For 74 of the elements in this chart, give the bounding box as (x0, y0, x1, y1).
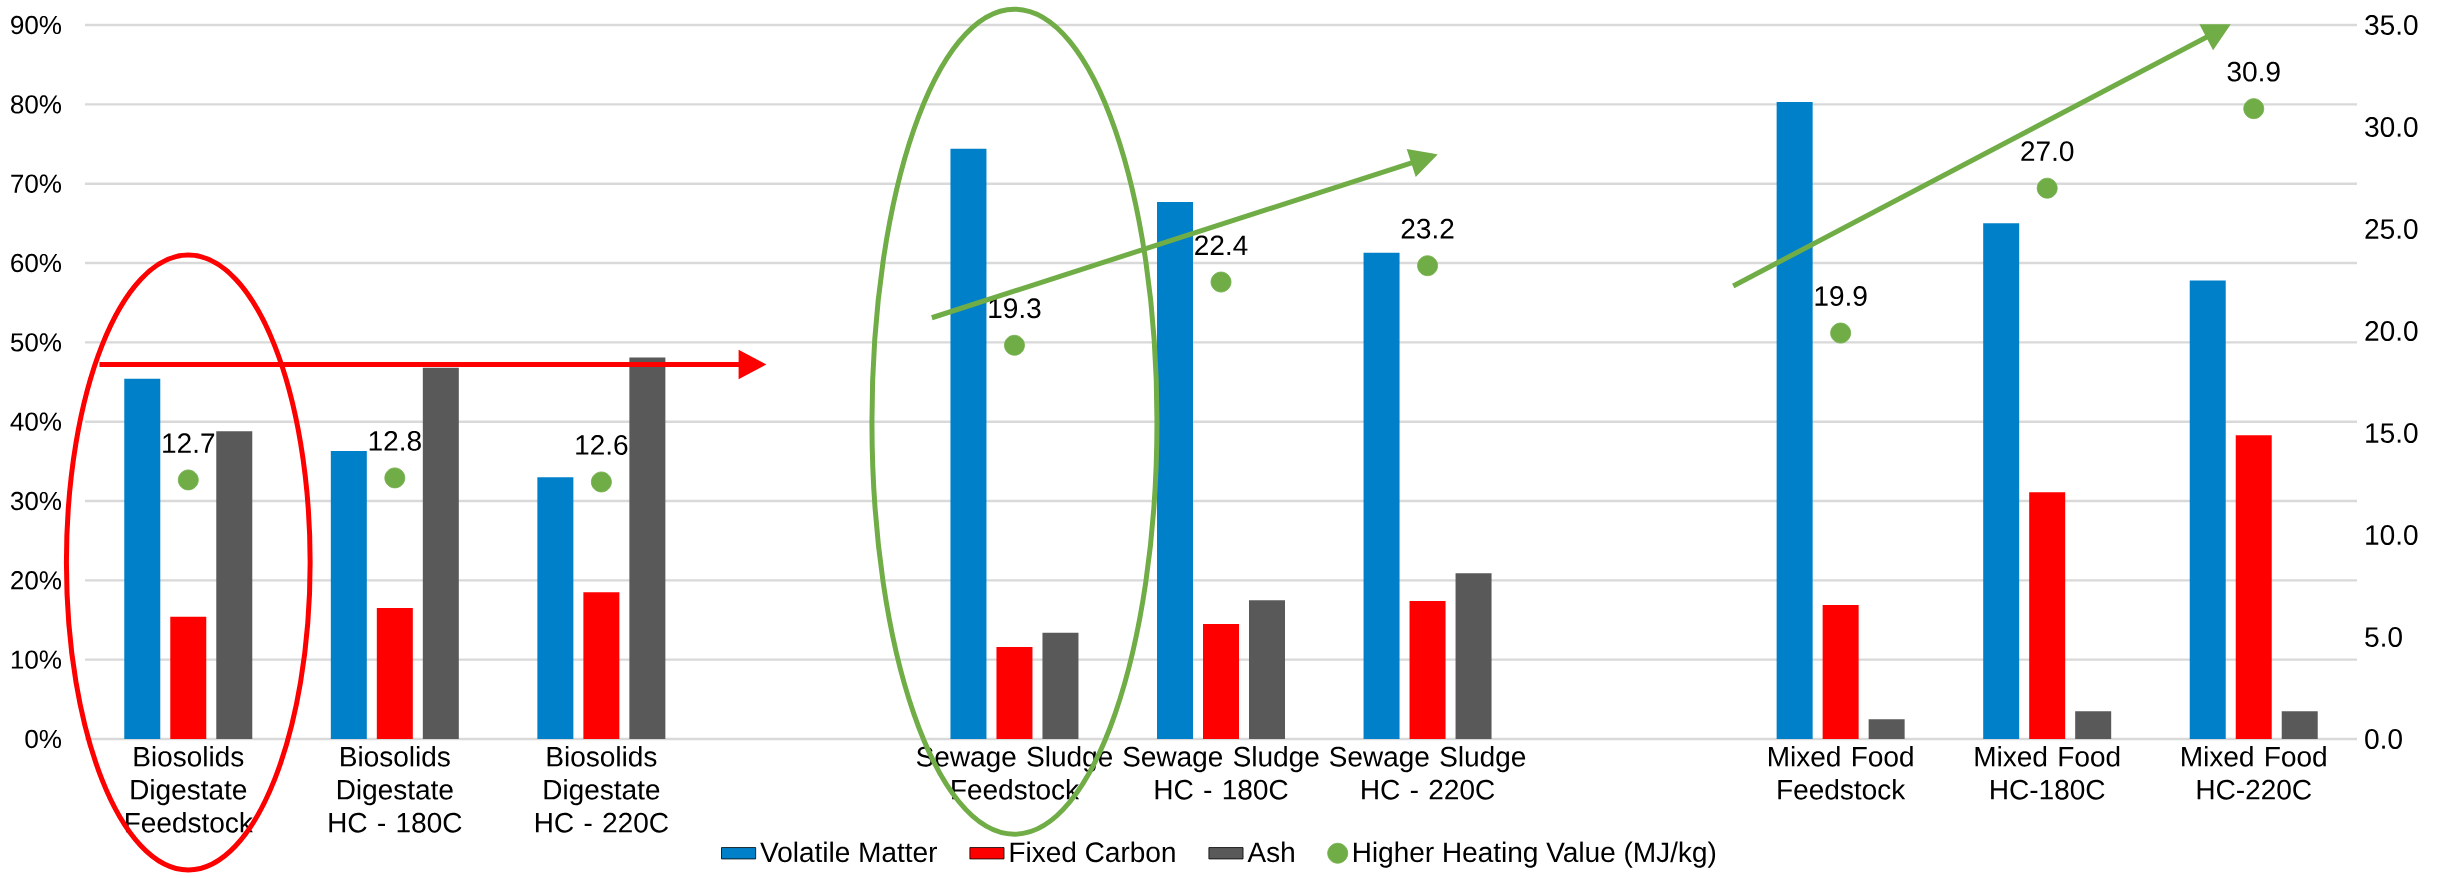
x-tick-label: Biosolids Digestate HC - 220C (535, 746, 668, 833)
bar (124, 378, 161, 739)
data-label: 22.4 (1195, 235, 1248, 255)
bar (1249, 600, 1286, 739)
bar (2029, 492, 2066, 739)
point (1417, 255, 1438, 277)
data-label: 27.0 (2021, 141, 2074, 162)
y2-tick-label: 25.0 (2365, 219, 2418, 239)
y-tick-label: 40% (10, 412, 62, 431)
bar (1203, 623, 1240, 739)
y-tick-label: 0% (25, 729, 62, 749)
bar (1776, 101, 1813, 739)
bar (1409, 600, 1446, 739)
bar (996, 646, 1033, 739)
data-label: 12.7 (163, 433, 215, 453)
point (384, 467, 406, 489)
x-tick-label: Mixed Food HC-180C (1975, 746, 2120, 800)
bar (422, 367, 459, 739)
bar (2075, 711, 2112, 739)
y-tick-label: 90% (11, 15, 62, 35)
bar (1822, 604, 1859, 739)
bar (2189, 280, 2226, 739)
y-tick-label: 30% (10, 491, 62, 511)
y2-tick-label: 10.0 (2366, 525, 2418, 545)
legend-label: Fixed Carbon (1010, 841, 1175, 863)
point (1210, 271, 1232, 293)
bar (1983, 223, 2020, 739)
bar (537, 477, 574, 739)
y2-tick-label: 5.0 (2365, 627, 2402, 647)
x-tick-label: Sewage Sludge HC - 180C (1123, 746, 1319, 800)
point (2036, 177, 2058, 199)
bar (216, 431, 253, 739)
y-tick-label: 50% (10, 333, 62, 352)
bar (629, 357, 666, 739)
bar (1042, 632, 1079, 739)
y-tick-label: 80% (11, 95, 62, 114)
data-label: 30.9 (2227, 61, 2280, 82)
bar (950, 148, 987, 739)
bar (1868, 719, 1905, 739)
x-tick-label: Biosolids Digestate HC - 180C (329, 746, 462, 833)
y2-tick-label: 30.0 (2365, 117, 2418, 137)
bar (1157, 201, 1194, 739)
point (177, 469, 199, 491)
y-tick-label: 60% (11, 253, 62, 273)
bar (1363, 252, 1400, 739)
y2-tick-label: 35.0 (2365, 15, 2418, 35)
legend-label: Volatile Matter (760, 841, 937, 863)
y2-tick-label: 0.0 (2365, 729, 2402, 749)
bar (1455, 573, 1492, 739)
bar (170, 616, 207, 739)
data-label: 23.2 (1401, 218, 1454, 239)
data-label: 12.6 (576, 435, 628, 455)
bar (376, 608, 413, 739)
point (1830, 322, 1852, 344)
y2-tick-label: 20.0 (2365, 321, 2418, 341)
point (2243, 98, 2265, 120)
bar (583, 592, 620, 739)
bar (2281, 711, 2318, 739)
y-tick-label: 70% (11, 174, 62, 193)
bar (2235, 435, 2272, 739)
point (590, 471, 612, 493)
data-label: 19.9 (1815, 286, 1867, 306)
bar (330, 451, 367, 739)
y-tick-label: 20% (11, 571, 62, 590)
y-tick-label: 10% (11, 650, 62, 669)
data-label: 19.3 (989, 298, 1041, 319)
legend-label: Higher Heating Value (MJ/kg) (1353, 841, 1716, 868)
legend-label: Ash (1247, 841, 1294, 863)
x-tick-label: Mixed Food Feedstock (1769, 746, 1913, 800)
y2-tick-label: 15.0 (2366, 423, 2418, 443)
data-label: 12.8 (369, 430, 421, 451)
x-tick-label: Sewage Sludge HC - 220C (1329, 746, 1526, 800)
x-tick-label: Mixed Food HC-220C (2182, 746, 2326, 800)
point (1004, 334, 1025, 356)
